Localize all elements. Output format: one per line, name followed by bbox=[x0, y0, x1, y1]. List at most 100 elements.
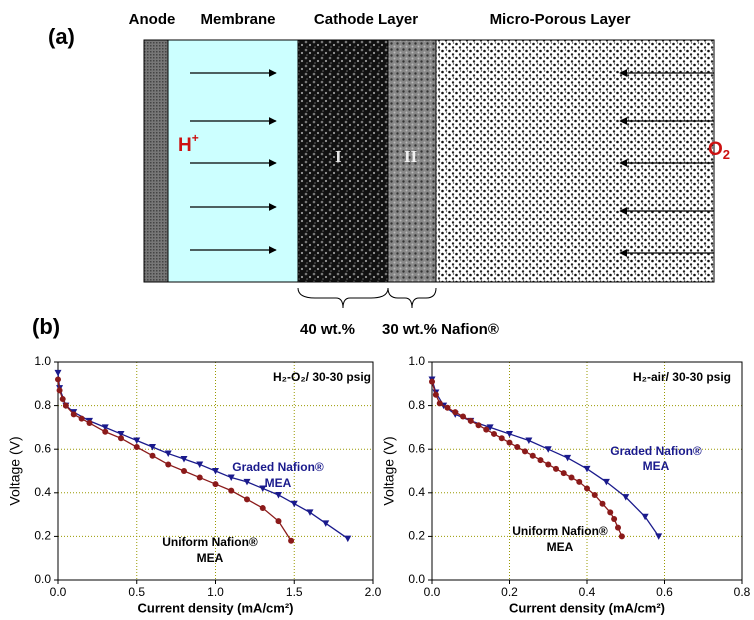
point bbox=[344, 535, 352, 543]
point bbox=[506, 439, 513, 446]
annotation: MEA bbox=[643, 459, 670, 473]
point bbox=[436, 400, 443, 407]
point bbox=[86, 420, 93, 427]
point bbox=[467, 417, 474, 424]
point bbox=[553, 465, 559, 472]
point bbox=[164, 450, 172, 458]
point bbox=[149, 452, 156, 459]
annotation: MEA bbox=[197, 551, 224, 565]
point bbox=[460, 413, 466, 420]
point bbox=[429, 378, 435, 385]
y-tick-label: 0.0 bbox=[408, 572, 425, 586]
point bbox=[537, 457, 544, 464]
point bbox=[611, 515, 618, 522]
plot-frame bbox=[431, 361, 743, 581]
panel-label: (b) bbox=[32, 314, 60, 339]
x-tick-label: 0.8 bbox=[734, 585, 751, 599]
plot-frame bbox=[57, 361, 374, 581]
point bbox=[54, 369, 62, 377]
proton-sup: + bbox=[192, 131, 199, 145]
y-tick-label: 0.8 bbox=[408, 398, 425, 412]
annotation: Graded Nafion® bbox=[610, 444, 702, 458]
point bbox=[149, 444, 156, 451]
point bbox=[475, 422, 482, 429]
point bbox=[483, 426, 490, 433]
x-axis-label: Current density (mA/cm²) bbox=[509, 600, 665, 615]
annotation: MEA bbox=[547, 540, 574, 554]
point bbox=[275, 518, 282, 525]
point bbox=[70, 411, 77, 418]
membrane bbox=[167, 39, 299, 283]
point bbox=[452, 409, 459, 416]
diagram: (a) Anode Membrane Cathode Layer Micro-P… bbox=[32, 11, 730, 339]
oxygen-arrows bbox=[619, 69, 714, 257]
annotation: H₂-air/ 30-30 psig bbox=[633, 370, 731, 384]
point bbox=[498, 435, 505, 442]
point bbox=[288, 537, 295, 544]
point bbox=[576, 478, 583, 485]
point bbox=[560, 470, 567, 477]
point bbox=[259, 505, 266, 512]
point bbox=[607, 509, 614, 516]
oxygen-sub: 2 bbox=[723, 147, 730, 162]
y-axis-label: Voltage (V) bbox=[381, 436, 397, 505]
point bbox=[212, 468, 219, 475]
panel-label: (a) bbox=[48, 24, 75, 49]
point bbox=[491, 430, 497, 437]
point bbox=[117, 430, 125, 438]
point bbox=[525, 437, 533, 444]
point bbox=[243, 478, 251, 486]
y-tick-label: 0.8 bbox=[34, 398, 51, 412]
point bbox=[615, 524, 621, 531]
point bbox=[78, 415, 85, 422]
annotation: H₂-O₂/ 30-30 psig bbox=[273, 370, 371, 384]
point bbox=[322, 520, 330, 527]
x-tick-label: 0.6 bbox=[656, 585, 673, 599]
x-tick-label: 0.0 bbox=[424, 585, 441, 599]
layer-label: Cathode Layer bbox=[314, 11, 418, 28]
point bbox=[275, 491, 282, 499]
point bbox=[564, 454, 572, 462]
layer-label: Anode bbox=[129, 11, 176, 28]
point bbox=[290, 500, 298, 508]
point bbox=[602, 478, 610, 486]
series-line bbox=[431, 381, 623, 537]
proton-arrows bbox=[190, 69, 277, 254]
cathode-layer-1 bbox=[297, 39, 389, 283]
x-tick-label: 1.0 bbox=[207, 585, 224, 599]
proton-label: H+ bbox=[178, 131, 199, 156]
point bbox=[583, 465, 591, 473]
point bbox=[618, 533, 625, 540]
x-axis-label: Current density (mA/cm²) bbox=[137, 600, 293, 615]
x-tick-label: 0.0 bbox=[50, 585, 67, 599]
point bbox=[133, 444, 140, 451]
micro-porous-layer bbox=[435, 39, 715, 283]
chart: 0.0 0.2 0.4 0.6 0.8 1.0 0.0 0.2 0.4 0.6 0.8 Current… bbox=[381, 354, 751, 615]
point bbox=[486, 424, 494, 431]
point bbox=[244, 496, 250, 503]
loading-label: 40 wt.% bbox=[300, 321, 355, 338]
point bbox=[568, 474, 575, 481]
y-tick-label: 0.2 bbox=[408, 529, 425, 543]
x-tick-label: 0.4 bbox=[579, 585, 596, 599]
point bbox=[655, 533, 663, 540]
point bbox=[118, 435, 124, 442]
chart: 0.0 0.2 0.4 0.6 0.8 1.0 0.0 0.5 1.0 1.5 2.0 Current… bbox=[7, 354, 382, 615]
point bbox=[529, 452, 536, 459]
oxygen-label: O2 bbox=[708, 139, 730, 162]
point bbox=[522, 448, 528, 455]
y-tick-label: 0.0 bbox=[34, 572, 51, 586]
layer-label: Membrane bbox=[200, 11, 275, 28]
point bbox=[133, 437, 141, 444]
point bbox=[55, 376, 61, 383]
cathode-layer-2 bbox=[387, 39, 437, 283]
point bbox=[181, 468, 187, 474]
brace bbox=[297, 287, 389, 309]
sublayer-label: I bbox=[335, 147, 342, 166]
point bbox=[102, 428, 109, 435]
y-tick-label: 0.4 bbox=[408, 485, 425, 499]
y-tick-label: 1.0 bbox=[34, 354, 51, 368]
point bbox=[227, 474, 235, 482]
point bbox=[56, 387, 63, 394]
